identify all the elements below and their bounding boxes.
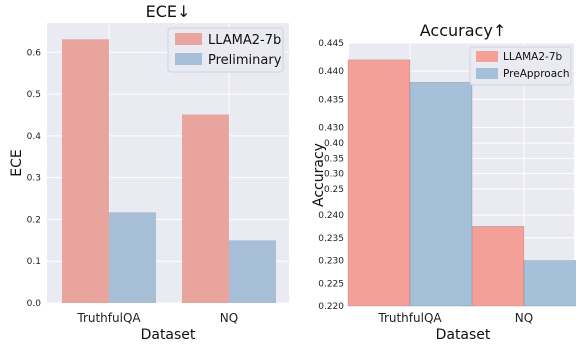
ece-x-tick-label: TruthfulQA [76,311,141,325]
accuracy-y-tick-label: 0.225 [318,279,344,289]
accuracy-x-ticks: TruthfulQA NQ [377,311,533,325]
accuracy-y-tick-label: 0.230 [318,257,344,267]
ece-bar [229,240,276,303]
ece-y-tick-label: 0.4 [27,132,42,142]
accuracy-y-tick-label: 0.30 [324,170,344,180]
accuracy-y-tick-label: 0.430 [318,123,344,133]
ece-title: ECE↓ [146,2,191,21]
accuracy-bar [523,260,576,307]
accuracy-bar [461,226,525,307]
ece-bars [62,39,276,303]
accuracy-bars [347,59,576,307]
ece-y-axis-label: ECE [9,149,25,176]
ece-legend-label-1: LLAMA2-7b [208,33,281,48]
accuracy-y-tick-label: 0.445 [318,39,344,49]
accuracy-legend-swatch-1 [476,51,498,62]
accuracy-y-tick-label: 0.435 [318,95,344,105]
accuracy-y-tick-label: 0.35 [324,154,344,164]
ece-y-ticks: 0.0 0.1 0.2 0.3 0.4 0.5 0.6 [27,48,42,309]
accuracy-x-axis-label: Dataset [436,327,491,343]
ece-bar [182,114,229,303]
ece-y-tick-label: 0.3 [27,174,41,184]
accuracy-legend-label-1: LLAMA2-7b [503,51,563,63]
ece-x-axis-label: Dataset [141,327,196,343]
ece-bar [62,39,109,303]
ece-y-tick-label: 0.6 [27,48,42,58]
ece-y-tick-label: 0.0 [27,299,42,309]
ece-legend: LLAMA2-7b Preliminary [167,27,284,73]
accuracy-bar [347,59,411,307]
ece-y-tick-label: 0.1 [27,257,41,267]
ece-chart: 0.00.10.20.30.40.50.6 TruthfulQA NQ ECE↓ … [9,2,289,343]
ece-legend-swatch-2 [175,53,202,65]
ece-y-tick-label: 0.5 [27,90,41,100]
ece-legend-swatch-1 [175,33,202,45]
ece-bar [109,212,156,303]
accuracy-legend-label-2: PreApproach [503,68,570,80]
accuracy-y-tick-label: 0.235 [318,234,344,244]
accuracy-y-tick-label: 0.220 [318,302,344,312]
accuracy-x-tick-label: TruthfulQA [377,311,442,325]
accuracy-y-ticks: 0.430 0.435 0.440 0.445 0.40 0.35 0.30 0.25 0.24… [318,39,344,312]
accuracy-y-tick-label: 0.440 [318,67,344,77]
ece-legend-label-2: Preliminary [208,53,282,68]
ece-x-ticks: TruthfulQA NQ [76,311,238,325]
accuracy-x-tick-label: NQ [515,311,533,325]
ece-y-tick-label: 0.2 [27,215,41,225]
accuracy-bar [409,82,473,307]
accuracy-chart: 0.430 0.435 0.440 0.445 0.40 0.35 0.30 0.25 0.24… [311,21,576,343]
accuracy-legend-swatch-2 [476,68,498,79]
accuracy-y-axis-label: Accuracy [311,143,327,207]
accuracy-title: Accuracy↑ [420,21,506,40]
accuracy-y-tick-label: 0.240 [318,211,344,221]
accuracy-y-tick-label: 0.25 [324,185,344,195]
ece-x-tick-label: NQ [220,311,238,325]
accuracy-legend: LLAMA2-7b PreApproach [469,46,572,86]
accuracy-y-tick-label: 0.40 [324,139,344,149]
